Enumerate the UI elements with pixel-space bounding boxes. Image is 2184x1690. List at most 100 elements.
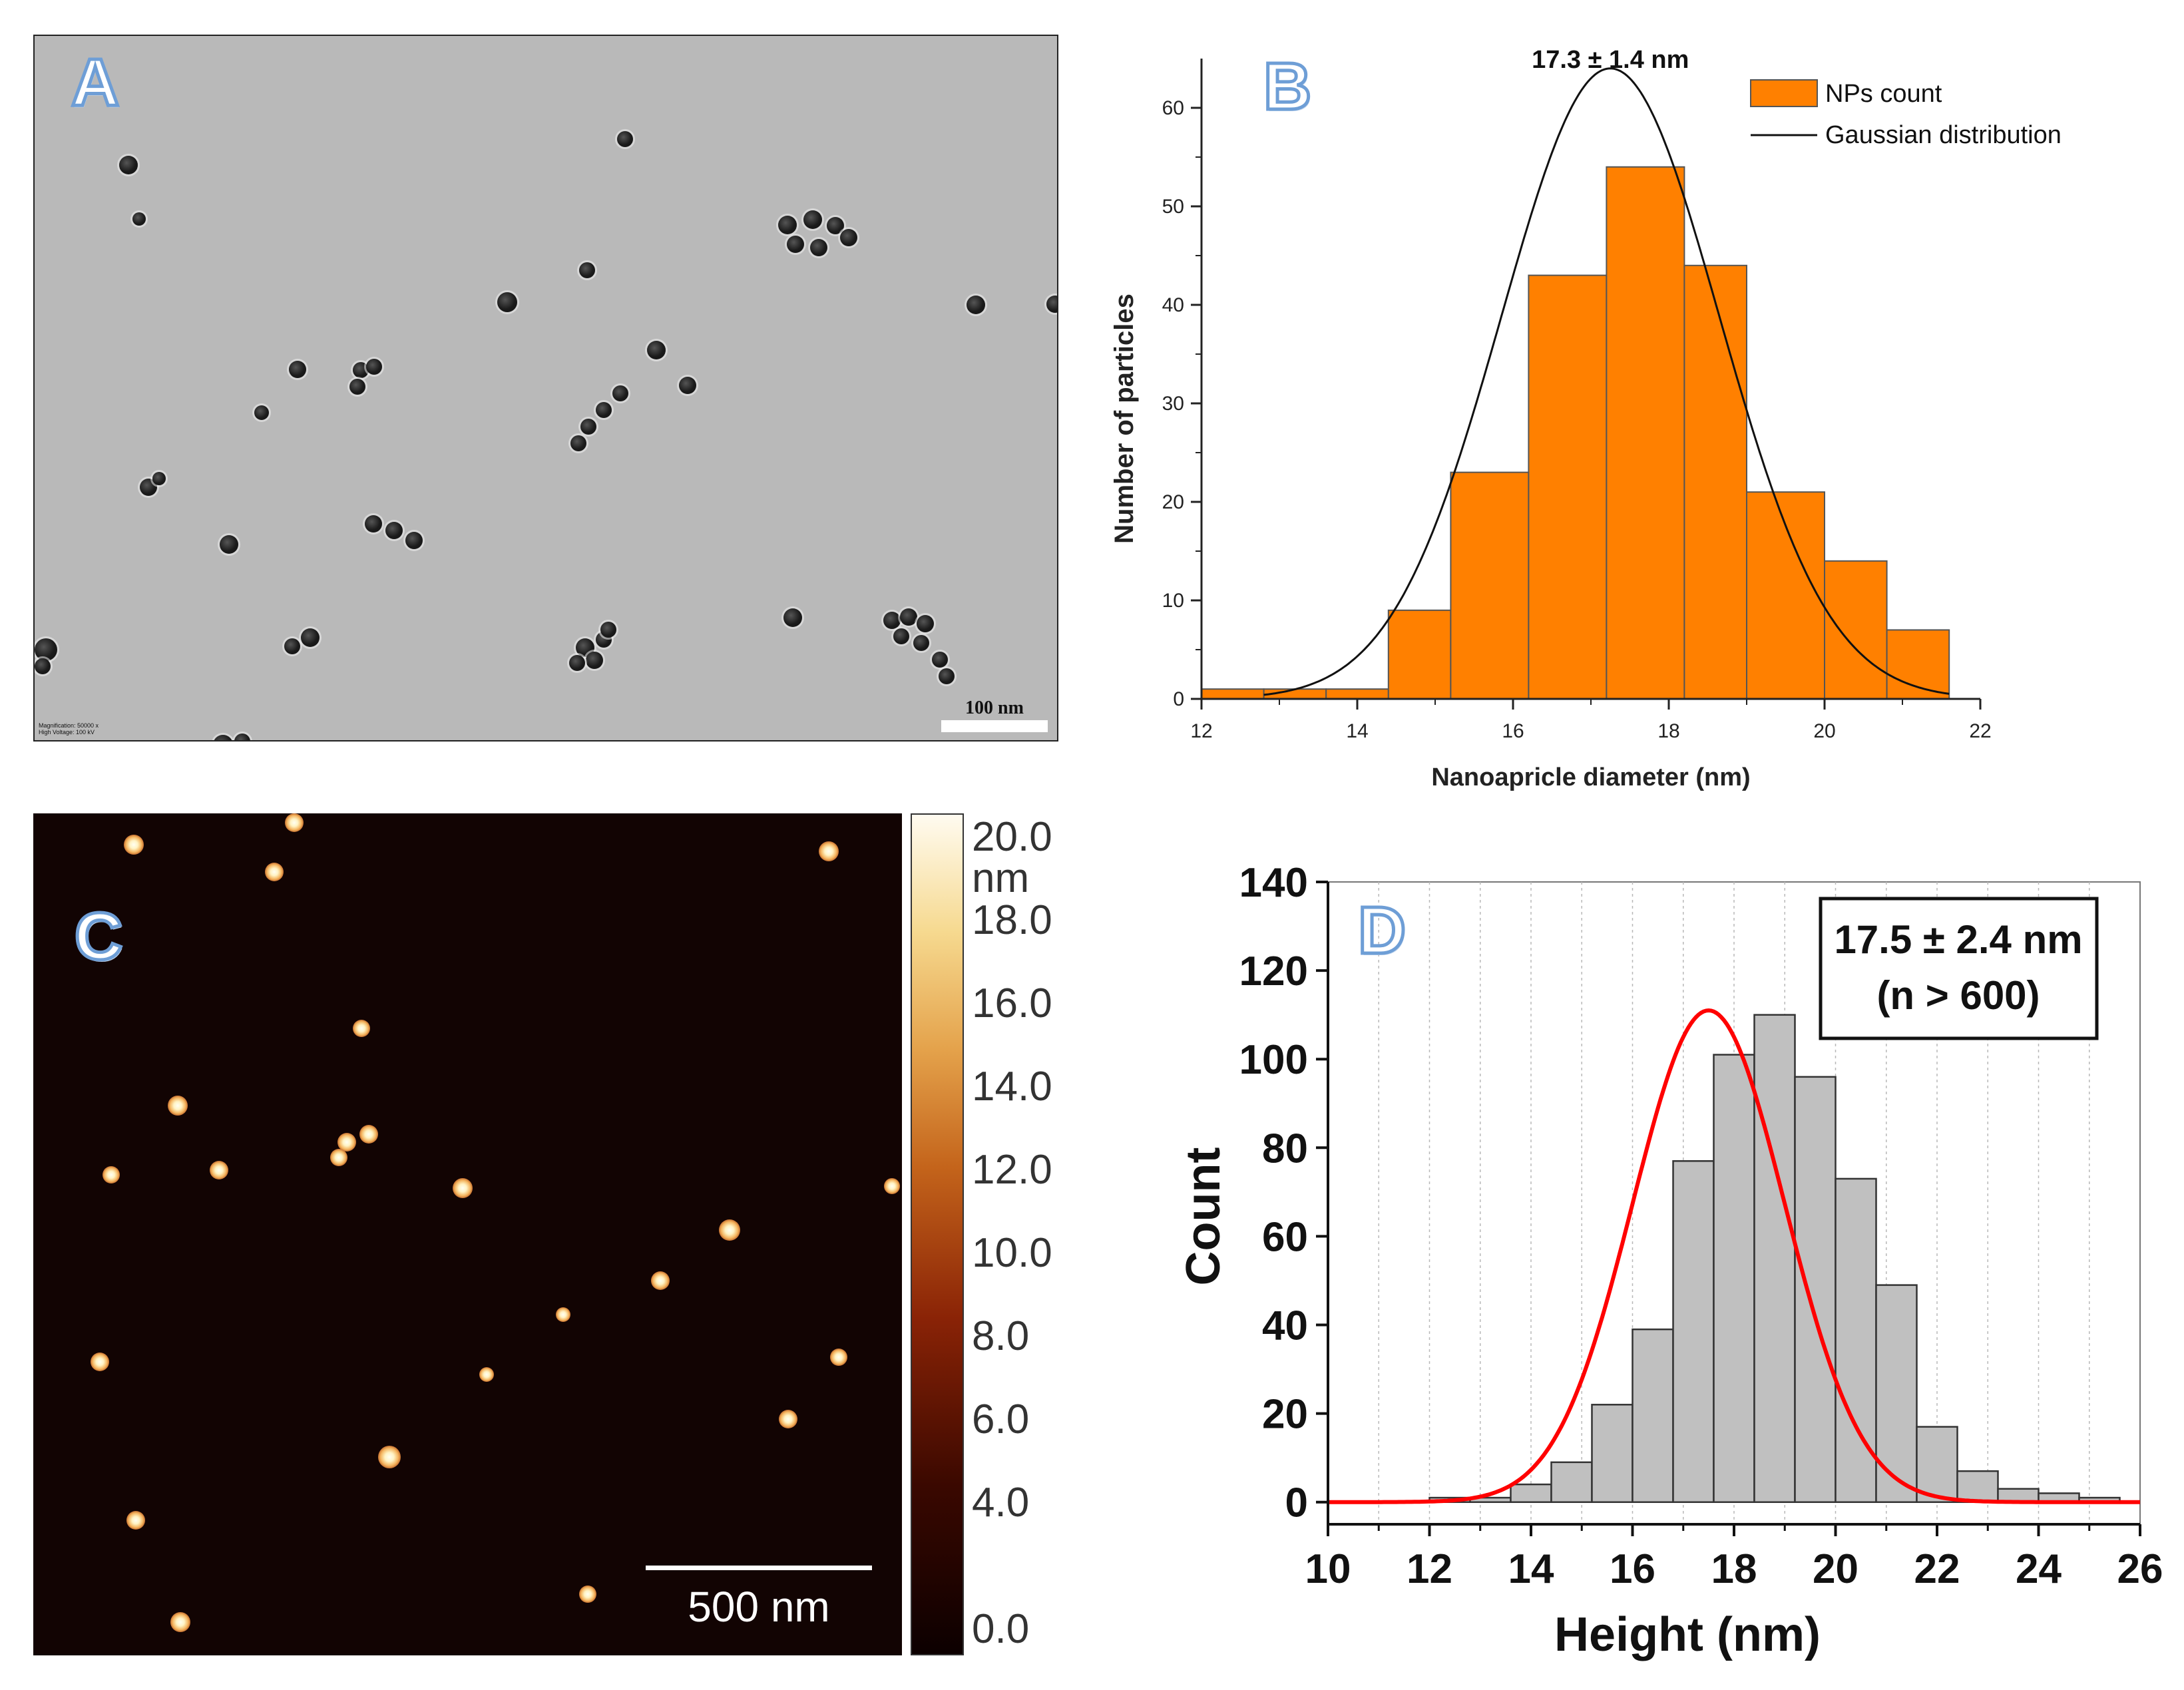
tem-particle [1046,296,1057,313]
bar-d-10 [1835,1177,1877,1503]
afm-particle [103,1166,120,1183]
afm-image-panel: 500 nm C 20.0 nm 18.0 16.0 14.0 12.0 10.… [33,813,1052,1655]
tem-particle [254,405,269,420]
xtick-label-d-8: 26 [2117,1546,2163,1592]
afm-image: 500 nm [33,813,902,1655]
tem-particle [967,296,985,314]
tem-particle [366,359,382,375]
ytick-label-d-6: 120 [1239,949,1308,994]
xtick-label-b-5: 22 [1969,720,1991,742]
tem-particle [612,385,628,401]
xtick-label-d-2: 14 [1508,1546,1554,1592]
tem-meta-magnification: Magnification: 50000 x [39,722,99,730]
tem-particle [497,292,517,312]
colorbar-label-4: 4.0 [972,1480,1030,1526]
xtick-label-d-6: 22 [1914,1546,1960,1592]
bar-d-6 [1672,1160,1715,1503]
xtick-label-b-4: 20 [1813,720,1835,742]
annotation-line-2: (n > 600) [1876,973,2040,1018]
ytick-label-d-3: 60 [1262,1214,1308,1260]
ytick-label-d-0: 0 [1285,1480,1308,1526]
afm-particle [337,1133,356,1152]
tem-particle [289,361,306,378]
bar-d-4 [1591,1404,1634,1503]
afm-particle [479,1367,494,1382]
y-axis-label-d: Count [1177,1148,1230,1286]
afm-particle [210,1161,228,1179]
afm-particle [168,1096,188,1116]
bar-d-3 [1550,1461,1593,1503]
ytick-label-d-5: 100 [1239,1037,1308,1083]
afm-scale-bar: 500 nm [646,1566,872,1631]
x-axis-label-d: Height (nm) [1554,1608,1821,1661]
chart-b-panel: 0 10 20 30 40 50 60 12 14 16 18 20 22 Nanoapricle dia… [1085,27,2177,812]
afm-scale-label: 500 nm [688,1583,830,1631]
colorbar-label-0: 0.0 [972,1606,1030,1652]
legend-label-count: NPs count [1825,80,1942,108]
tem-particle [917,615,934,632]
afm-particle [265,863,284,881]
tem-particle [803,210,822,229]
colorbar-label-6: 6.0 [972,1396,1030,1442]
colorbar-label-18: 18.0 [972,897,1052,943]
afm-particle [378,1446,401,1468]
annotation-box-d [1819,897,2099,1040]
tem-particle [35,658,51,674]
xtick-label-d-1: 12 [1407,1546,1452,1592]
bar-b-4 [1450,471,1530,700]
tem-particle [385,522,403,539]
x-axis-label-b: Nanoapricle diameter (nm) [1431,763,1750,791]
tem-scale-line [941,720,1048,732]
annotation-line-1: 17.5 ± 2.4 nm [1834,917,2082,962]
xtick-label-b-0: 12 [1190,720,1212,742]
xtick-label-b-2: 16 [1502,720,1524,742]
tem-scale-label: 100 nm [965,698,1024,718]
colorbar-label-10: 10.0 [972,1230,1052,1276]
afm-particle [353,1020,370,1037]
tem-particle [405,532,423,549]
afm-particle [285,813,304,832]
afm-particle [779,1410,797,1428]
xtick-label-b-1: 14 [1346,720,1368,742]
afm-particle [126,1511,145,1530]
panel-letter-d: D [1356,893,1407,968]
ytick-label-b-0: 0 [1173,688,1184,710]
tem-particle [220,535,238,554]
tem-particle [778,216,797,234]
tem-particle [900,608,917,626]
bar-d-2 [1510,1483,1552,1503]
afm-particle [884,1178,900,1194]
afm-particle [91,1353,109,1371]
bar-b-10 [1886,629,1950,700]
ytick-label-b-1: 10 [1162,590,1184,612]
ytick-label-d-1: 20 [1262,1392,1308,1438]
tem-particle [301,628,320,647]
tem-particle [35,638,57,661]
chart-d-panel: 0 20 40 60 80 100 120 140 10 12 14 16 18 20 22 24 26 Heig… [1165,825,2177,1684]
ytick-label-d-2: 40 [1262,1303,1308,1349]
colorbar-label-12: 12.0 [972,1147,1052,1193]
tem-metadata: Magnification: 50000 x High Voltage: 100… [39,722,99,736]
ytick-label-b-6: 60 [1162,97,1184,119]
tem-particle [569,655,585,671]
xtick-label-d-4: 18 [1711,1546,1757,1592]
bar-b-9 [1824,560,1888,700]
bar-d-13 [1956,1470,1999,1503]
bar-b-3 [1387,609,1452,700]
afm-particle [330,1149,347,1166]
tem-image-panel: A 100 nm Magnification: 50000 x High Vol… [33,35,1058,741]
bar-b-5 [1528,274,1608,700]
tem-particle [586,652,603,669]
tem-particle [234,734,250,740]
panel-letter-b: B [1261,49,1313,124]
tem-particle [787,236,804,253]
tem-particle [840,229,857,246]
bar-d-11 [1875,1284,1918,1503]
afm-particle [124,835,144,855]
chart-title-b: 17.3 ± 1.4 nm [1532,46,1689,74]
legend-label-gaussian: Gaussian distribution [1825,121,2062,149]
tem-particle [365,515,382,532]
legend-swatch-count [1750,79,1818,107]
afm-particle [830,1349,847,1366]
afm-particle [819,841,839,861]
